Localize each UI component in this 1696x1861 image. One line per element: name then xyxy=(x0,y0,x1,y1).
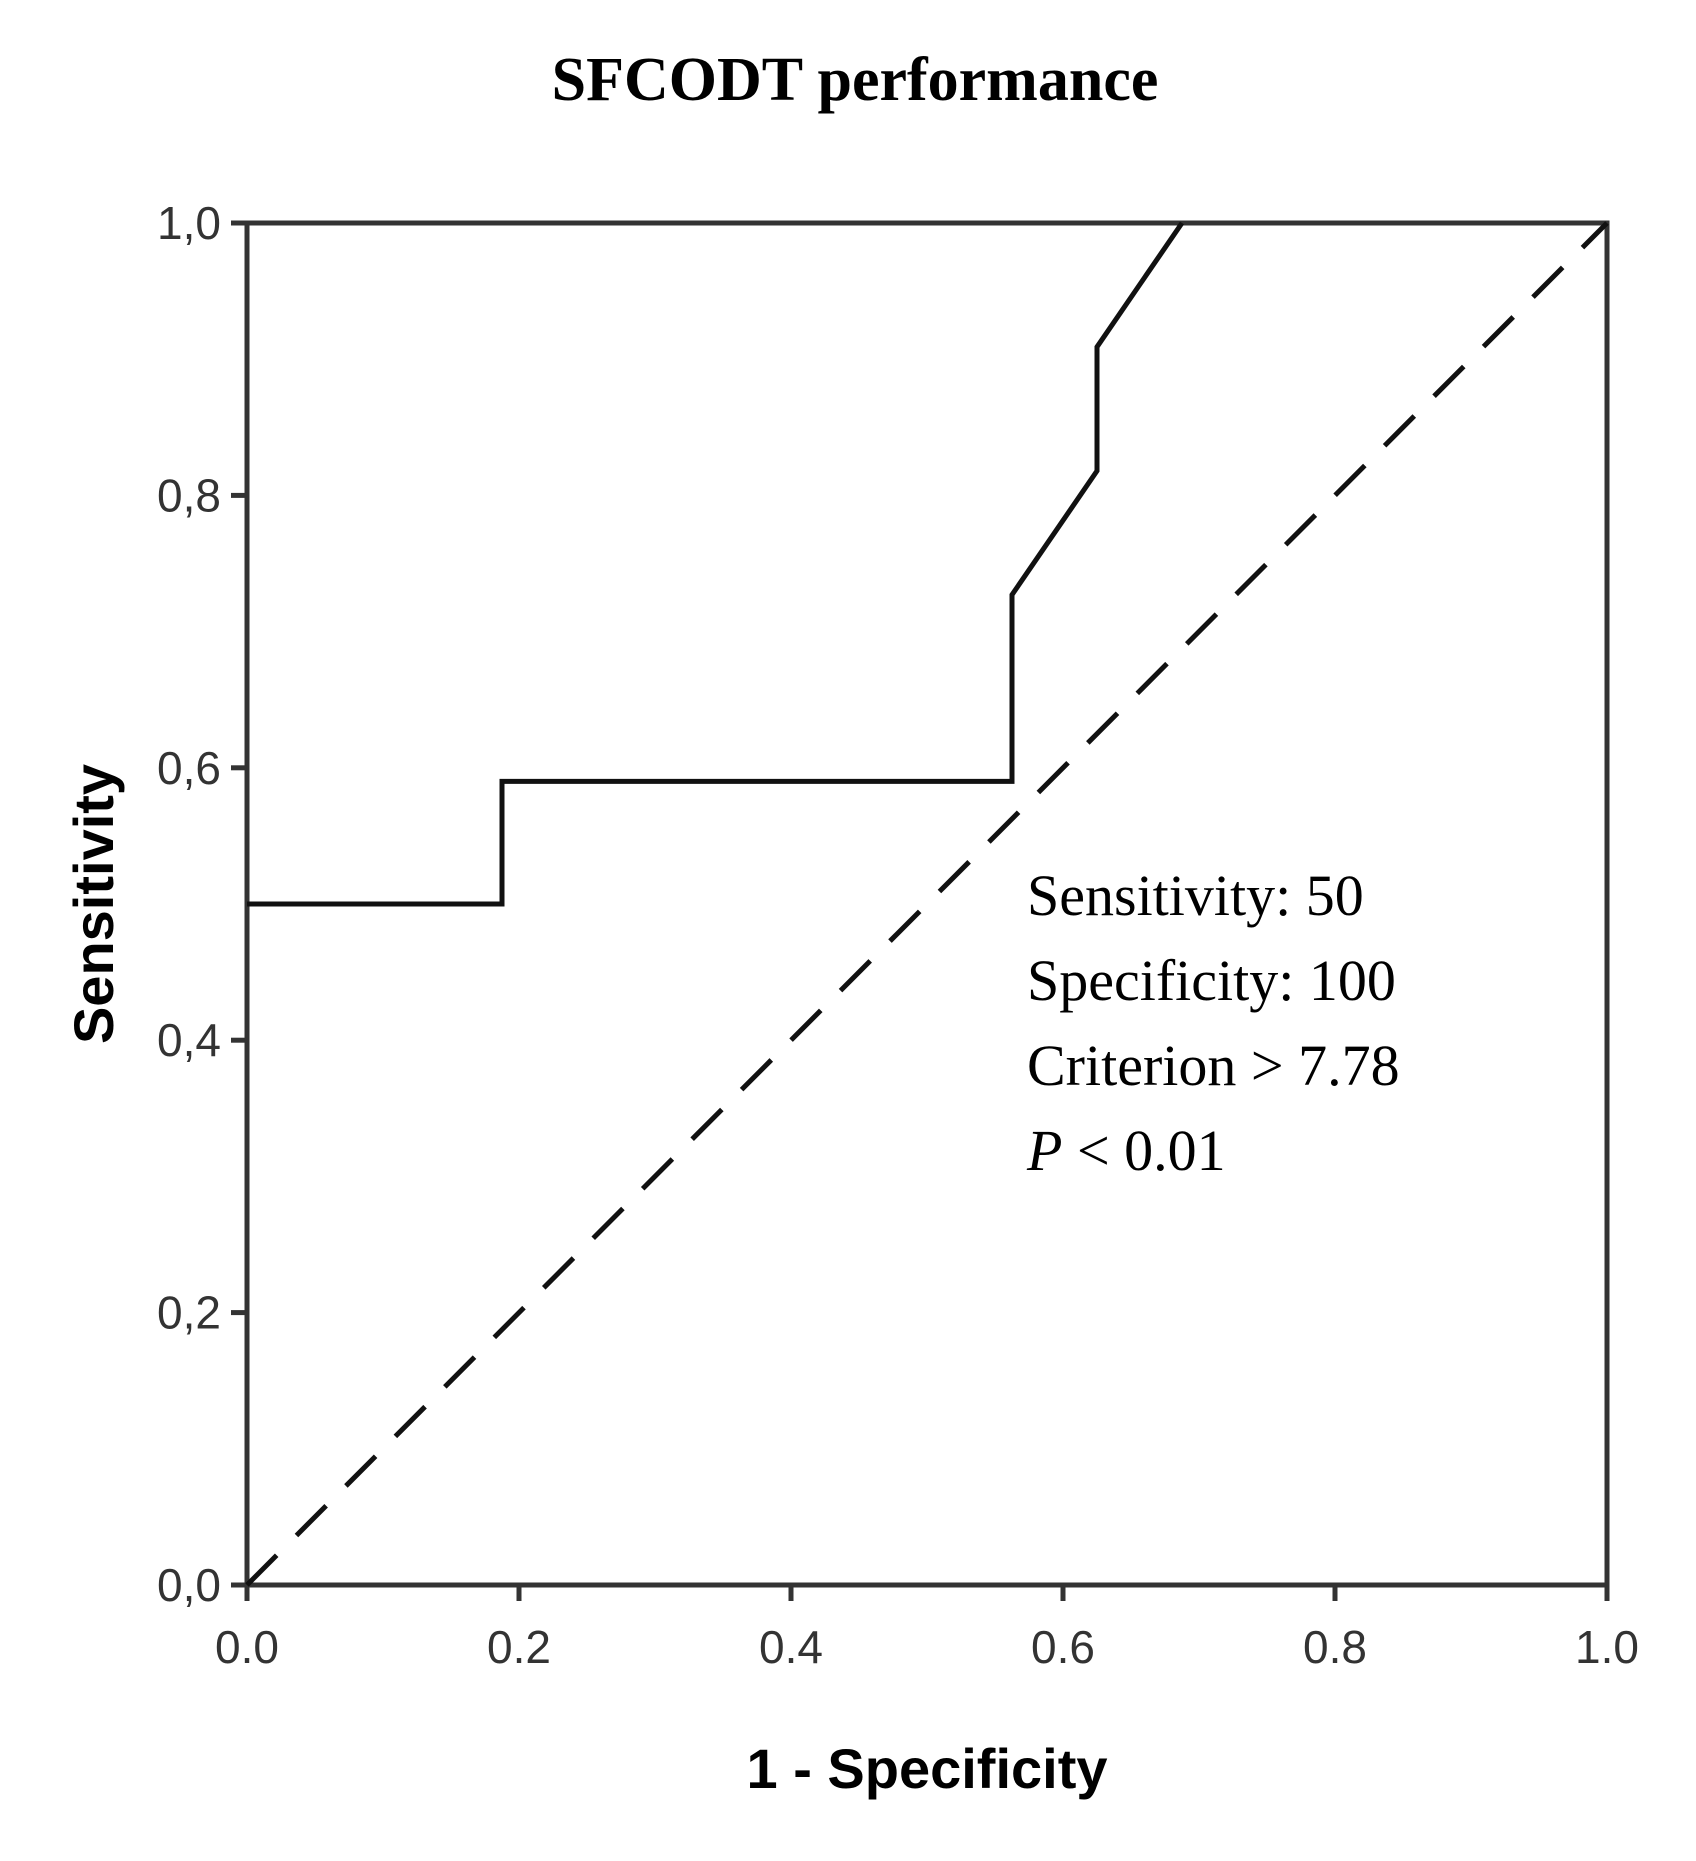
y-tick-label: 0,0 xyxy=(157,1559,221,1611)
annotation-specificity: Specificity: 100 xyxy=(1027,948,1396,1013)
x-tick-label: 0.6 xyxy=(1031,1621,1095,1673)
x-tick-label: 0.4 xyxy=(759,1621,823,1673)
reference-line xyxy=(245,221,1609,1587)
y-tick-label: 0,6 xyxy=(157,742,221,794)
x-tick-label: 1.0 xyxy=(1575,1621,1639,1673)
plot-area: 0.0 0.2 0.4 0.6 0.8 1.0 0,0 0,2 0,4 0,6 0,8 1,0 xyxy=(157,197,1639,1673)
y-axis-label: Sensitivity xyxy=(62,764,125,1044)
y-tick-label: 0,4 xyxy=(157,1014,221,1066)
y-tick-label: 0,8 xyxy=(157,469,221,521)
y-tick-label: 0,2 xyxy=(157,1287,221,1339)
annotation-criterion: Criterion > 7.78 xyxy=(1027,1033,1400,1098)
annotation-p-rest: < 0.01 xyxy=(1062,1118,1225,1183)
x-tick-label: 0.0 xyxy=(215,1621,279,1673)
annotation-p-value: P < 0.01 xyxy=(1026,1118,1226,1183)
chart-title: SFCODT performance xyxy=(552,46,1159,114)
x-tick-label: 0.8 xyxy=(1303,1621,1367,1673)
annotation-box: Sensitivity: 50 Specificity: 100 Criteri… xyxy=(1026,863,1400,1183)
annotation-sensitivity: Sensitivity: 50 xyxy=(1027,863,1364,928)
x-axis: 0.0 0.2 0.4 0.6 0.8 1.0 xyxy=(215,1585,1639,1673)
annotation-p-symbol: P xyxy=(1026,1118,1062,1183)
roc-curve xyxy=(247,221,1185,907)
y-axis: 0,0 0,2 0,4 0,6 0,8 1,0 xyxy=(157,197,247,1611)
x-tick-label: 0.2 xyxy=(487,1621,551,1673)
x-axis-label: 1 - Specificity xyxy=(746,1737,1107,1800)
y-tick-label: 1,0 xyxy=(157,197,221,249)
